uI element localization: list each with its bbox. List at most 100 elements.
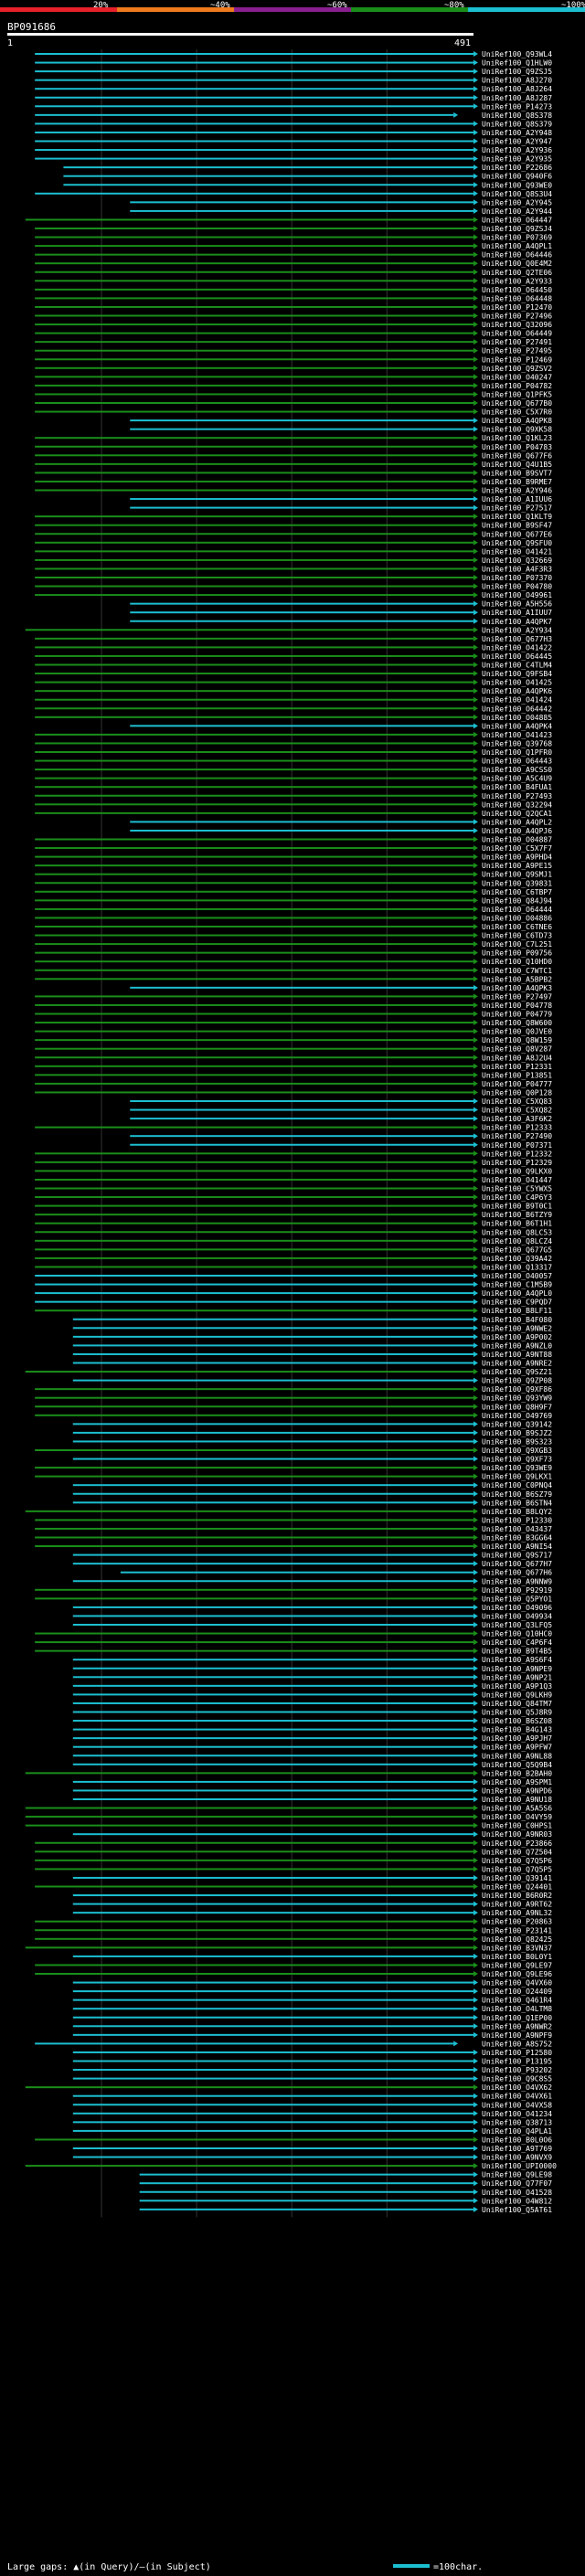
hit-bar[interactable] [72,1737,473,1740]
hit-bar[interactable] [35,1047,473,1050]
hit-label[interactable]: UniRef100_B6STN4 [482,1499,552,1507]
hit-bar[interactable] [35,1920,473,1923]
hit-label[interactable]: UniRef100_P13195 [482,2058,552,2066]
hit-bar[interactable] [35,1475,473,1478]
hit-bar[interactable] [72,2112,473,2115]
hit-label[interactable]: UniRef100_C6TBP7 [482,888,552,896]
hit-bar[interactable] [35,1937,473,1940]
hit-label[interactable]: UniRef100_A4QPL0 [482,1289,552,1298]
hit-label[interactable]: UniRef100_Q8LCZ4 [482,1237,552,1246]
hit-bar[interactable] [130,611,473,614]
hit-bar[interactable] [35,1388,473,1391]
hit-bar[interactable] [72,1484,473,1487]
hit-label[interactable]: UniRef100_O4VY59 [482,1813,552,1821]
hit-bar[interactable] [72,1998,473,2001]
hit-label[interactable]: UniRef100_C0HPS1 [482,1822,552,1830]
hit-label[interactable]: UniRef100_Q77F07 [482,2179,552,2188]
hit-bar[interactable] [35,1126,473,1129]
hit-bar[interactable] [35,349,473,352]
hit-bar[interactable] [35,376,473,378]
hit-bar[interactable] [35,690,473,693]
hit-label[interactable]: UniRef100_Q1PFK5 [482,390,552,398]
hit-bar[interactable] [130,428,473,430]
hit-label[interactable]: UniRef100_Q39768 [482,739,552,747]
hit-label[interactable]: UniRef100_B9S323 [482,1437,552,1446]
hit-bar[interactable] [35,489,473,492]
hit-label[interactable]: UniRef100_A5A5S6 [482,1805,552,1813]
hit-label[interactable]: UniRef100_Q84J94 [482,896,552,905]
hit-label[interactable]: UniRef100_A9NL32 [482,1909,552,1917]
hit-bar[interactable] [25,1946,473,1949]
hit-bar[interactable] [35,951,473,954]
hit-label[interactable]: UniRef100_C4P6Y3 [482,1193,552,1202]
hit-bar[interactable] [35,1248,473,1251]
hit-label[interactable]: UniRef100_O64450 [482,286,552,294]
hit-bar[interactable] [35,2138,473,2141]
hit-label[interactable]: UniRef100_A9PJH7 [482,1734,552,1743]
hit-label[interactable]: UniRef100_A4QPK7 [482,618,552,626]
hit-bar[interactable] [35,462,473,465]
hit-label[interactable]: UniRef100_P07371 [482,1141,552,1150]
hit-label[interactable]: UniRef100_P04779 [482,1011,552,1019]
hit-bar[interactable] [130,419,473,422]
hit-bar[interactable] [35,838,473,841]
hit-bar[interactable] [72,1553,473,1556]
hit-bar[interactable] [35,1178,473,1181]
hit-bar[interactable] [25,1510,473,1512]
hit-bar[interactable] [139,2200,473,2202]
hit-bar[interactable] [35,1091,473,1094]
hit-label[interactable]: UniRef100_A4QPK8 [482,417,552,425]
hit-bar[interactable] [72,1344,473,1347]
hit-label[interactable]: UniRef100_O41447 [482,1176,552,1184]
hit-label[interactable]: UniRef100_P07369 [482,234,552,242]
hit-label[interactable]: UniRef100_A9SPM1 [482,1778,552,1786]
hit-label[interactable]: UniRef100_A5H556 [482,600,552,609]
hit-label[interactable]: UniRef100_O4VX58 [482,2101,552,2109]
hit-bar[interactable] [35,1196,473,1199]
hit-bar[interactable] [72,1693,473,1696]
hit-label[interactable]: UniRef100_Q9XF73 [482,1456,552,1464]
hit-label[interactable]: UniRef100_A9NL88 [482,1752,552,1760]
hit-bar[interactable] [130,1100,473,1102]
hit-label[interactable]: UniRef100_A1IUU7 [482,609,552,617]
hit-bar[interactable] [35,358,473,361]
hit-label[interactable]: UniRef100_Q0JVE0 [482,1028,552,1036]
hit-label[interactable]: UniRef100_Q24401 [482,1883,552,1892]
hit-label[interactable]: UniRef100_O4VX61 [482,2093,552,2101]
hit-bar[interactable] [35,2042,454,2045]
hit-label[interactable]: UniRef100_B9SJZ2 [482,1429,552,1437]
hit-label[interactable]: UniRef100_A9NVX9 [482,2154,552,2162]
hit-label[interactable]: UniRef100_A9NU18 [482,1796,552,1804]
hit-label[interactable]: UniRef100_B9SF47 [482,522,552,530]
hit-label[interactable]: UniRef100_C5XQ82 [482,1107,552,1115]
hit-label[interactable]: UniRef100_A2Y944 [482,207,552,216]
hit-bar[interactable] [72,2129,473,2132]
hit-label[interactable]: UniRef100_Q1PFR0 [482,748,552,757]
hit-bar[interactable] [72,2147,473,2149]
hit-label[interactable]: UniRef100_Q13317 [482,1263,552,1271]
hit-label[interactable]: UniRef100_A2Y947 [482,138,552,146]
hit-bar[interactable] [35,907,473,910]
hit-label[interactable]: UniRef100_Q32096 [482,321,552,329]
hit-label[interactable]: UniRef100_Q677H3 [482,635,552,643]
hit-bar[interactable] [25,629,473,631]
hit-bar[interactable] [35,236,473,239]
hit-bar[interactable] [120,1571,473,1574]
hit-bar[interactable] [35,943,473,946]
hit-bar[interactable] [130,829,473,832]
hit-bar[interactable] [35,899,473,902]
hit-label[interactable]: UniRef100_B3VN37 [482,1944,552,1952]
hit-label[interactable]: UniRef100_A5BPB2 [482,975,552,983]
hit-bar[interactable] [72,2094,473,2097]
hit-label[interactable]: UniRef100_O41423 [482,731,552,739]
hit-bar[interactable] [35,673,473,675]
hit-bar[interactable] [35,882,473,885]
hit-label[interactable]: UniRef100_P23141 [482,1926,552,1935]
hit-label[interactable]: UniRef100_Q5J8R9 [482,1709,552,1717]
hit-label[interactable]: UniRef100_Q9XGB3 [482,1447,552,1455]
hit-bar[interactable] [35,811,473,814]
hit-label[interactable]: UniRef100_Q93WL4 [482,50,552,58]
hit-bar[interactable] [25,1824,473,1827]
hit-bar[interactable] [72,2060,473,2062]
hit-label[interactable]: UniRef100_B0L0Y1 [482,1953,552,1961]
